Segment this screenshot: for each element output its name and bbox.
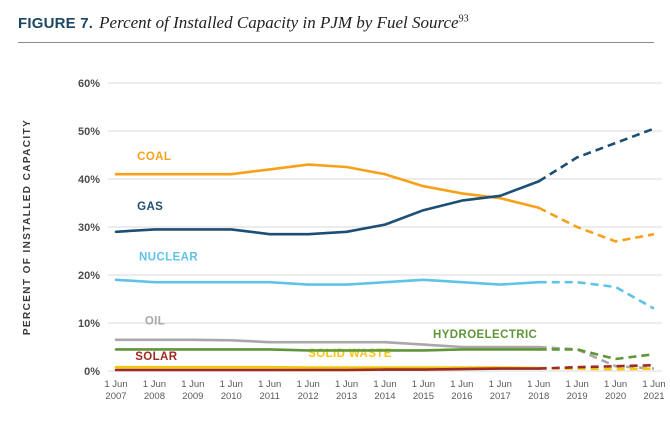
- x-tick-label: 1 Jun: [181, 379, 204, 390]
- series-line-solar: [114, 367, 541, 372]
- chart-area: 0% 10% 20% 30% 40% 50% 60% 1 Jun 2007 1 Jun 2008 1 …: [18, 49, 666, 414]
- y-tick-label: 30%: [78, 222, 100, 234]
- series-label-solar: SOLAR: [135, 351, 178, 363]
- x-tick-label: 1 Jun: [527, 379, 550, 390]
- x-tick-label: 1 Jun: [104, 379, 127, 390]
- series-line-nuclear-projected: [538, 280, 655, 310]
- x-tick-year: 2009: [182, 391, 203, 402]
- y-tick-label: 20%: [78, 270, 100, 282]
- x-tick-label: 1 Jun: [373, 379, 396, 390]
- y-tick-label: 10%: [78, 318, 100, 330]
- x-tick-year: 2011: [259, 391, 279, 402]
- series-line-gas: [114, 180, 541, 236]
- x-tick-label: 1 Jun: [604, 379, 627, 390]
- series-label-hydroelectric: HYDROELECTRIC: [433, 329, 537, 341]
- series-line-hydroelectric-projected: [538, 348, 655, 361]
- figure-label: FIGURE 7.: [18, 15, 94, 32]
- x-tick-year: 2013: [336, 391, 357, 402]
- series-label-coal: COAL: [137, 151, 171, 163]
- x-tick-year: 2020: [605, 391, 626, 402]
- x-tick-label: 1 Jun: [220, 379, 243, 390]
- y-tick-label: 40%: [78, 174, 100, 186]
- series-line-solid-waste: [114, 365, 541, 370]
- x-tick-year: 2014: [374, 391, 395, 402]
- x-tick-label: 1 Jun: [297, 379, 320, 390]
- x-tick-year: 2012: [298, 391, 319, 402]
- series-line-gas-projected: [538, 127, 655, 183]
- series-line-nuclear: [114, 278, 541, 286]
- x-tick-year: 2010: [221, 391, 242, 402]
- figure-title: Percent of Installed Capacity in PJM by …: [99, 13, 468, 32]
- series-label-oil: OIL: [145, 315, 165, 327]
- x-tick-label: 1 Jun: [642, 379, 665, 390]
- x-tick-year: 2021: [643, 391, 664, 402]
- x-tick-label: 1 Jun: [258, 379, 281, 390]
- series-line-solar-projected: [538, 363, 655, 370]
- x-tick-year: 2016: [451, 391, 472, 402]
- figure-container: FIGURE 7. Percent of Installed Capacity i…: [18, 13, 666, 414]
- x-tick-label: 1 Jun: [412, 379, 435, 390]
- x-tick-label: 1 Jun: [335, 379, 358, 390]
- x-tick-year: 2018: [528, 391, 549, 402]
- series-label-gas: GAS: [137, 201, 163, 213]
- y-axis-title: PERCENT OF INSTALLED CAPACITY: [22, 119, 33, 335]
- series-label-nuclear: NUCLEAR: [139, 252, 198, 264]
- x-tick-year: 2019: [567, 391, 588, 402]
- x-tick-year: 2008: [144, 391, 165, 402]
- series-line-oil: [114, 338, 541, 349]
- y-tick-label: 0%: [84, 366, 100, 378]
- x-tick-label: 1 Jun: [143, 379, 166, 390]
- x-tick-label: 1 Jun: [450, 379, 473, 390]
- figure-header: FIGURE 7. Percent of Installed Capacity i…: [18, 13, 654, 43]
- series-line-coal-projected: [538, 206, 655, 243]
- figure-title-text: Percent of Installed Capacity in PJM by …: [99, 13, 459, 32]
- x-tick-label: 1 Jun: [489, 379, 512, 390]
- x-tick-year: 2007: [105, 391, 126, 402]
- x-tick-year: 2015: [413, 391, 434, 402]
- series-line-coal: [114, 163, 541, 210]
- footnote-reference: 93: [458, 13, 469, 25]
- x-tick-year: 2017: [490, 391, 511, 402]
- x-tick-label: 1 Jun: [566, 379, 589, 390]
- y-tick-label: 50%: [78, 126, 100, 138]
- series-line-hydroelectric: [114, 348, 541, 352]
- y-tick-label: 60%: [78, 78, 100, 90]
